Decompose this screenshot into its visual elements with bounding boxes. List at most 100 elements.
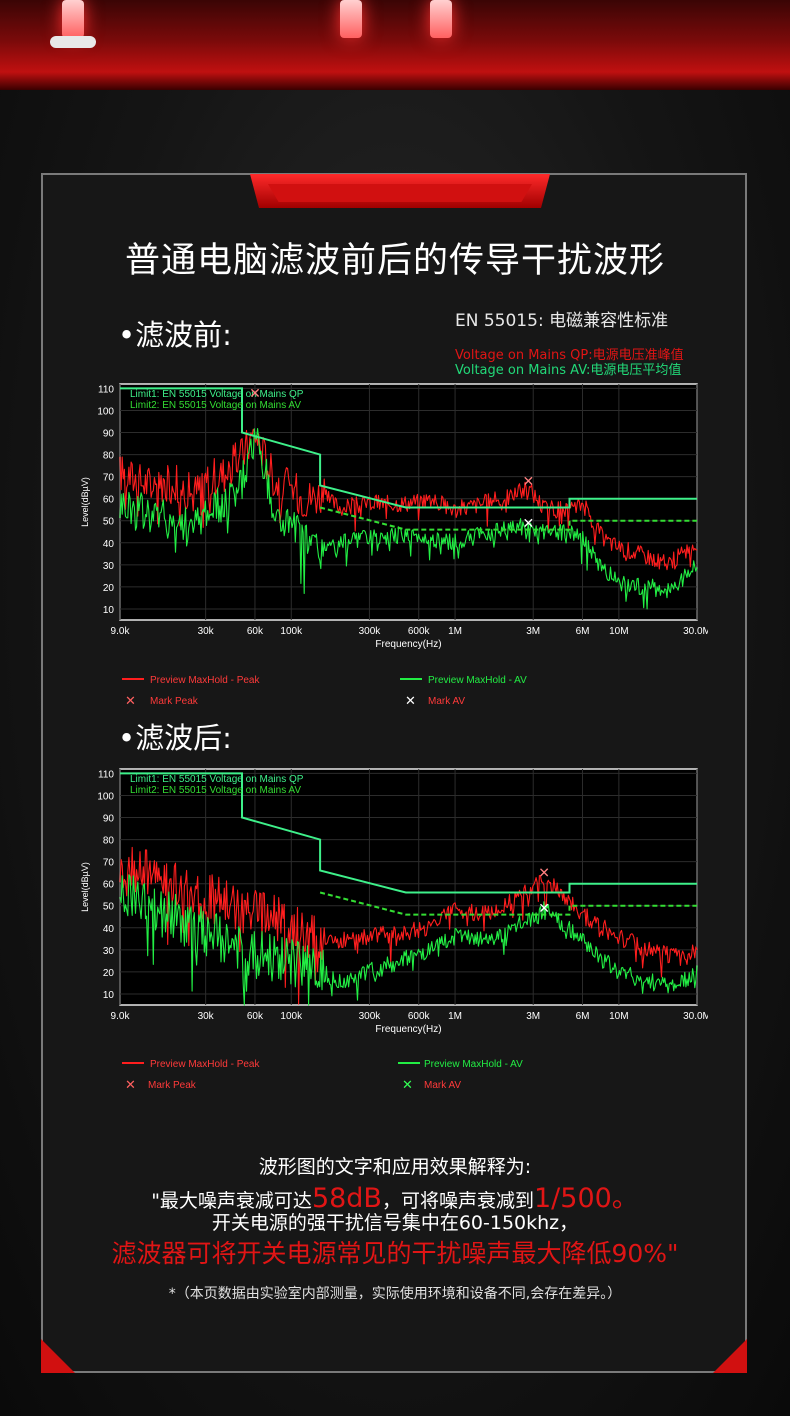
x-tick-label: 1M [448, 1011, 462, 1022]
chart-before: 10 20 30 40 50 60 70 80 90 100 110 9.0k 30k 60k 100k 30… [78, 380, 708, 660]
legend-qp-label: Voltage on Mains QP:电源电压准峰值 [455, 348, 684, 363]
x-tick-label: 6M [576, 626, 590, 637]
limit-line [120, 387, 697, 509]
limit-line [319, 506, 697, 531]
legend-mark-av-label: Mark AV [428, 696, 465, 707]
explanation-line-1: 波形图的文字和应用效果解释为: [258, 1156, 532, 1178]
data-marker: ✕ [538, 901, 550, 917]
y-tick-label: 110 [98, 384, 114, 395]
x-tick-label: 60k [247, 626, 264, 637]
limit-label: Limit2: EN 55015 Voltage on Mains AV [130, 400, 301, 411]
limit-line [319, 891, 697, 916]
y-tick-label: 80 [103, 836, 115, 847]
x-tick-label: 9.0k [111, 626, 131, 637]
legend-peak-label: Preview MaxHold - Peak [150, 1059, 260, 1070]
data-marker: ✕ [538, 866, 550, 882]
y-tick-label: 100 [97, 406, 114, 417]
x-tick-label: 30.0M [683, 1011, 708, 1022]
x-tick-label: 60k [247, 1011, 264, 1022]
glowing-pin-decoration [340, 0, 362, 38]
y-tick-label: 30 [103, 561, 115, 572]
page-title: 普通电脑滤波前后的传导干扰波形 [124, 241, 665, 281]
highlight-58db: 58dB [311, 1183, 382, 1214]
chart-after-svg: 10 20 30 40 50 60 70 80 90 100 110 9.0k 30k 60k 100k 30… [80, 768, 708, 1035]
limit-label: Limit2: EN 55015 Voltage on Mains AV [130, 785, 301, 796]
mark-av-legend-icon: ✕ [405, 693, 416, 708]
x-tick-label: 600k [408, 626, 431, 637]
y-axis-label: Level(dBµV) [80, 477, 90, 527]
explanation-text: "最大噪声衰减可达 [151, 1190, 312, 1212]
mark-peak-legend-icon: ✕ [125, 1077, 136, 1092]
legend-av-series-label: Preview MaxHold - AV [428, 675, 527, 686]
y-tick-label: 40 [103, 924, 115, 935]
panel-top-tab-inner [268, 184, 532, 202]
y-tick-label: 110 [98, 769, 114, 780]
legend-after: Preview MaxHold - Peak Preview MaxHold -… [122, 1056, 722, 1096]
explanation-line-2: "最大噪声衰减可达58dB，可将噪声衰减到1/500。 [0, 1176, 790, 1215]
y-tick-label: 20 [103, 968, 115, 979]
y-tick-label: 60 [103, 495, 115, 506]
y-tick-label: 70 [103, 473, 115, 484]
x-axis-label: Frequency(Hz) [375, 1024, 441, 1035]
y-tick-label: 60 [103, 880, 115, 891]
y-tick-label: 70 [103, 858, 115, 869]
top-decorative-band [0, 0, 790, 90]
y-tick-label: 50 [103, 517, 115, 528]
x-axis-label: Frequency(Hz) [375, 639, 441, 650]
x-tick-label: 3M [526, 1011, 540, 1022]
x-tick-label: 600k [408, 1011, 431, 1022]
disclaimer: *（本页数据由实验室内部测量，实际使用环境和设备不同,会存在差异。） [168, 1286, 622, 1302]
section-before-label: •滤波前: [118, 318, 232, 352]
legend-mark-peak-label: Mark Peak [148, 1080, 197, 1091]
legend-av-series-label: Preview MaxHold - AV [424, 1059, 523, 1070]
mark-peak-legend-icon: ✕ [125, 693, 136, 708]
data-marker: ✕ [522, 516, 534, 532]
glowing-pin-decoration [430, 0, 452, 38]
y-tick-label: 90 [103, 814, 115, 825]
y-tick-label: 10 [103, 990, 115, 1001]
standard-label: EN 55015: 电磁兼容性标准 [455, 311, 669, 331]
x-tick-label: 300k [359, 626, 382, 637]
data-marker: ✕ [522, 474, 534, 490]
explanation-text: ，可将噪声衰减到 [381, 1190, 534, 1212]
legend-before: Preview MaxHold - Peak Preview MaxHold -… [122, 672, 722, 712]
legend-mark-av-label: Mark AV [424, 1080, 461, 1091]
series-line [119, 428, 697, 571]
series-line [119, 427, 698, 610]
section-after-label: •滤波后: [118, 721, 232, 755]
x-tick-label: 30.0M [683, 626, 708, 637]
series-line [119, 874, 698, 1006]
y-axis-label: Level(dBµV) [80, 862, 90, 912]
limit-line [120, 772, 697, 894]
y-tick-label: 40 [103, 539, 115, 550]
y-tick-label: 30 [103, 946, 115, 957]
y-tick-label: 20 [103, 583, 115, 594]
x-tick-label: 3M [526, 626, 540, 637]
legend-mark-peak-label: Mark Peak [150, 696, 199, 707]
mark-av-legend-icon: ✕ [402, 1077, 413, 1092]
series-line [119, 846, 698, 1005]
legend-av-label: Voltage on Mains AV:电源电压平均值 [455, 363, 682, 378]
x-tick-label: 9.0k [111, 1011, 131, 1022]
data-marker: ✕ [249, 386, 261, 402]
explanation-line-3: 开关电源的强干扰信号集中在60-150khz， [211, 1212, 579, 1234]
x-tick-label: 100k [280, 626, 303, 637]
x-tick-label: 100k [280, 1011, 303, 1022]
pin-base-decoration [50, 36, 96, 48]
x-tick-label: 300k [359, 1011, 382, 1022]
limit-label: Limit1: EN 55015 Voltage on Mains QP [130, 389, 304, 400]
y-tick-label: 50 [103, 902, 115, 913]
highlight-ratio: 1/500。 [533, 1183, 639, 1214]
y-tick-label: 10 [103, 605, 115, 616]
x-tick-label: 30k [198, 1011, 215, 1022]
y-tick-label: 90 [103, 429, 115, 440]
x-tick-label: 10M [609, 626, 628, 637]
limit-label: Limit1: EN 55015 Voltage on Mains QP [130, 774, 304, 785]
x-tick-label: 6M [576, 1011, 590, 1022]
glowing-pin-decoration [62, 0, 84, 38]
chart-before-svg: 10 20 30 40 50 60 70 80 90 100 110 9.0k 30k 60k 100k 30… [80, 383, 708, 650]
x-tick-label: 1M [448, 626, 462, 637]
y-tick-label: 100 [97, 791, 114, 802]
x-tick-label: 10M [609, 1011, 628, 1022]
legend-peak-label: Preview MaxHold - Peak [150, 675, 260, 686]
